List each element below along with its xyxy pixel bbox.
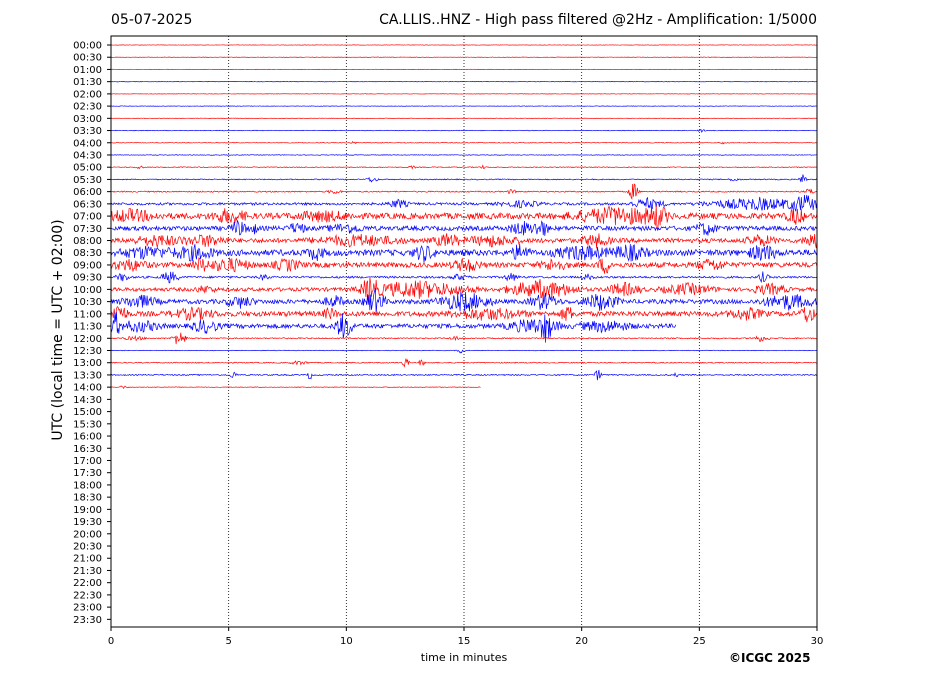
y-tick-label: 01:00 <box>73 65 102 76</box>
trace-row-1330 <box>110 369 818 381</box>
y-tick-label: 23:30 <box>73 615 102 626</box>
y-tick-label: 23:00 <box>73 603 102 614</box>
trace-row-1000 <box>110 277 818 303</box>
trace-row-1200 <box>110 332 818 345</box>
x-tick-label: 20 <box>575 636 588 647</box>
trace-row-0630 <box>110 194 818 212</box>
x-tick-label: 10 <box>340 636 353 647</box>
y-tick-label: 05:00 <box>73 163 102 174</box>
y-tick-label: 05:30 <box>73 175 102 186</box>
copyright-label: ©ICGC 2025 <box>729 651 811 665</box>
x-ticks: 0 5 10 15 20 25 30 <box>108 627 824 647</box>
trace-row-0600 <box>110 183 818 200</box>
trace-row-0500 <box>110 164 818 170</box>
y-tick-label: 04:00 <box>73 138 102 149</box>
y-tick-label: 08:30 <box>73 248 102 259</box>
trace-row-0730 <box>110 220 818 236</box>
y-tick-label: 17:30 <box>73 468 102 479</box>
trace-row-0700 <box>110 205 818 230</box>
y-tick-label: 21:00 <box>73 554 102 565</box>
y-tick-label: 22:00 <box>73 578 102 589</box>
y-tick-label: 21:30 <box>73 566 102 577</box>
y-tick-label: 18:00 <box>73 480 102 491</box>
trace-row-0900 <box>110 257 818 274</box>
y-tick-label: 00:30 <box>73 53 102 64</box>
y-tick-label: 08:00 <box>73 236 102 247</box>
trace-row-0430 <box>110 154 818 156</box>
trace-rows <box>110 44 818 389</box>
chart-title: CA.LLIS..HNZ - High pass filtered @2Hz -… <box>379 12 817 28</box>
y-tick-label: 19:30 <box>73 517 102 528</box>
trace-row-1130 <box>110 312 677 343</box>
y-tick-label: 11:00 <box>73 309 102 320</box>
trace-row-0400 <box>110 140 818 145</box>
y-tick-label: 16:30 <box>73 444 102 455</box>
y-tick-label: 04:30 <box>73 150 102 161</box>
y-tick-label: 06:30 <box>73 199 102 210</box>
y-tick-label: 06:00 <box>73 187 102 198</box>
y-tick-label: 09:00 <box>73 260 102 271</box>
y-tick-label: 09:30 <box>73 273 102 284</box>
y-tick-label: 22:30 <box>73 590 102 601</box>
trace-row-0330 <box>110 128 818 133</box>
trace-row-0800 <box>110 233 818 249</box>
y-tick-label: 17:00 <box>73 456 102 467</box>
date-label: 05-07-2025 <box>111 12 193 28</box>
trace-row-0930 <box>110 271 818 284</box>
y-tick-label: 07:30 <box>73 224 102 235</box>
y-tick-label: 19:00 <box>73 505 102 516</box>
y-tick-label: 20:30 <box>73 542 102 553</box>
y-tick-label: 14:00 <box>73 383 102 394</box>
trace-row-1300 <box>110 358 818 368</box>
x-tick-label: 30 <box>811 636 824 647</box>
y-tick-label: 13:30 <box>73 370 102 381</box>
y-tick-label: 03:30 <box>73 126 102 137</box>
y-tick-label: 12:30 <box>73 346 102 357</box>
x-tick-label: 15 <box>458 636 471 647</box>
trace-row-0530 <box>110 174 818 183</box>
trace-row-0830 <box>110 243 818 263</box>
trace-row-1030 <box>110 288 818 315</box>
y-tick-label: 10:00 <box>73 285 102 296</box>
trace-row-1230 <box>110 349 818 354</box>
y-tick-label: 18:30 <box>73 493 102 504</box>
x-tick-label: 5 <box>225 636 231 647</box>
y-tick-label: 15:30 <box>73 419 102 430</box>
y-tick-label: 12:00 <box>73 334 102 345</box>
x-grid <box>228 36 700 627</box>
plot-frame <box>110 35 818 628</box>
y-tick-label: 14:30 <box>73 395 102 406</box>
y-tick-label: 00:00 <box>73 41 102 52</box>
y-tick-label: 11:30 <box>73 322 102 333</box>
y-tick-label: 20:00 <box>73 529 102 540</box>
x-axis-label: time in minutes <box>420 651 508 664</box>
y-tick-label: 15:00 <box>73 407 102 418</box>
trace-row-1400 <box>110 385 481 389</box>
y-tick-label: 01:30 <box>73 77 102 88</box>
y-tick-label: 02:30 <box>73 102 102 113</box>
y-tick-label: 10:30 <box>73 297 102 308</box>
trace-row-1100 <box>110 306 818 323</box>
y-tick-label: 13:00 <box>73 358 102 369</box>
y-tick-label: 07:00 <box>73 212 102 223</box>
x-tick-label: 25 <box>693 636 706 647</box>
y-tick-label: 02:00 <box>73 89 102 100</box>
y-tick-label: 03:00 <box>73 114 102 125</box>
y-tick-label: 16:00 <box>73 432 102 443</box>
x-tick-label: 0 <box>108 636 114 647</box>
